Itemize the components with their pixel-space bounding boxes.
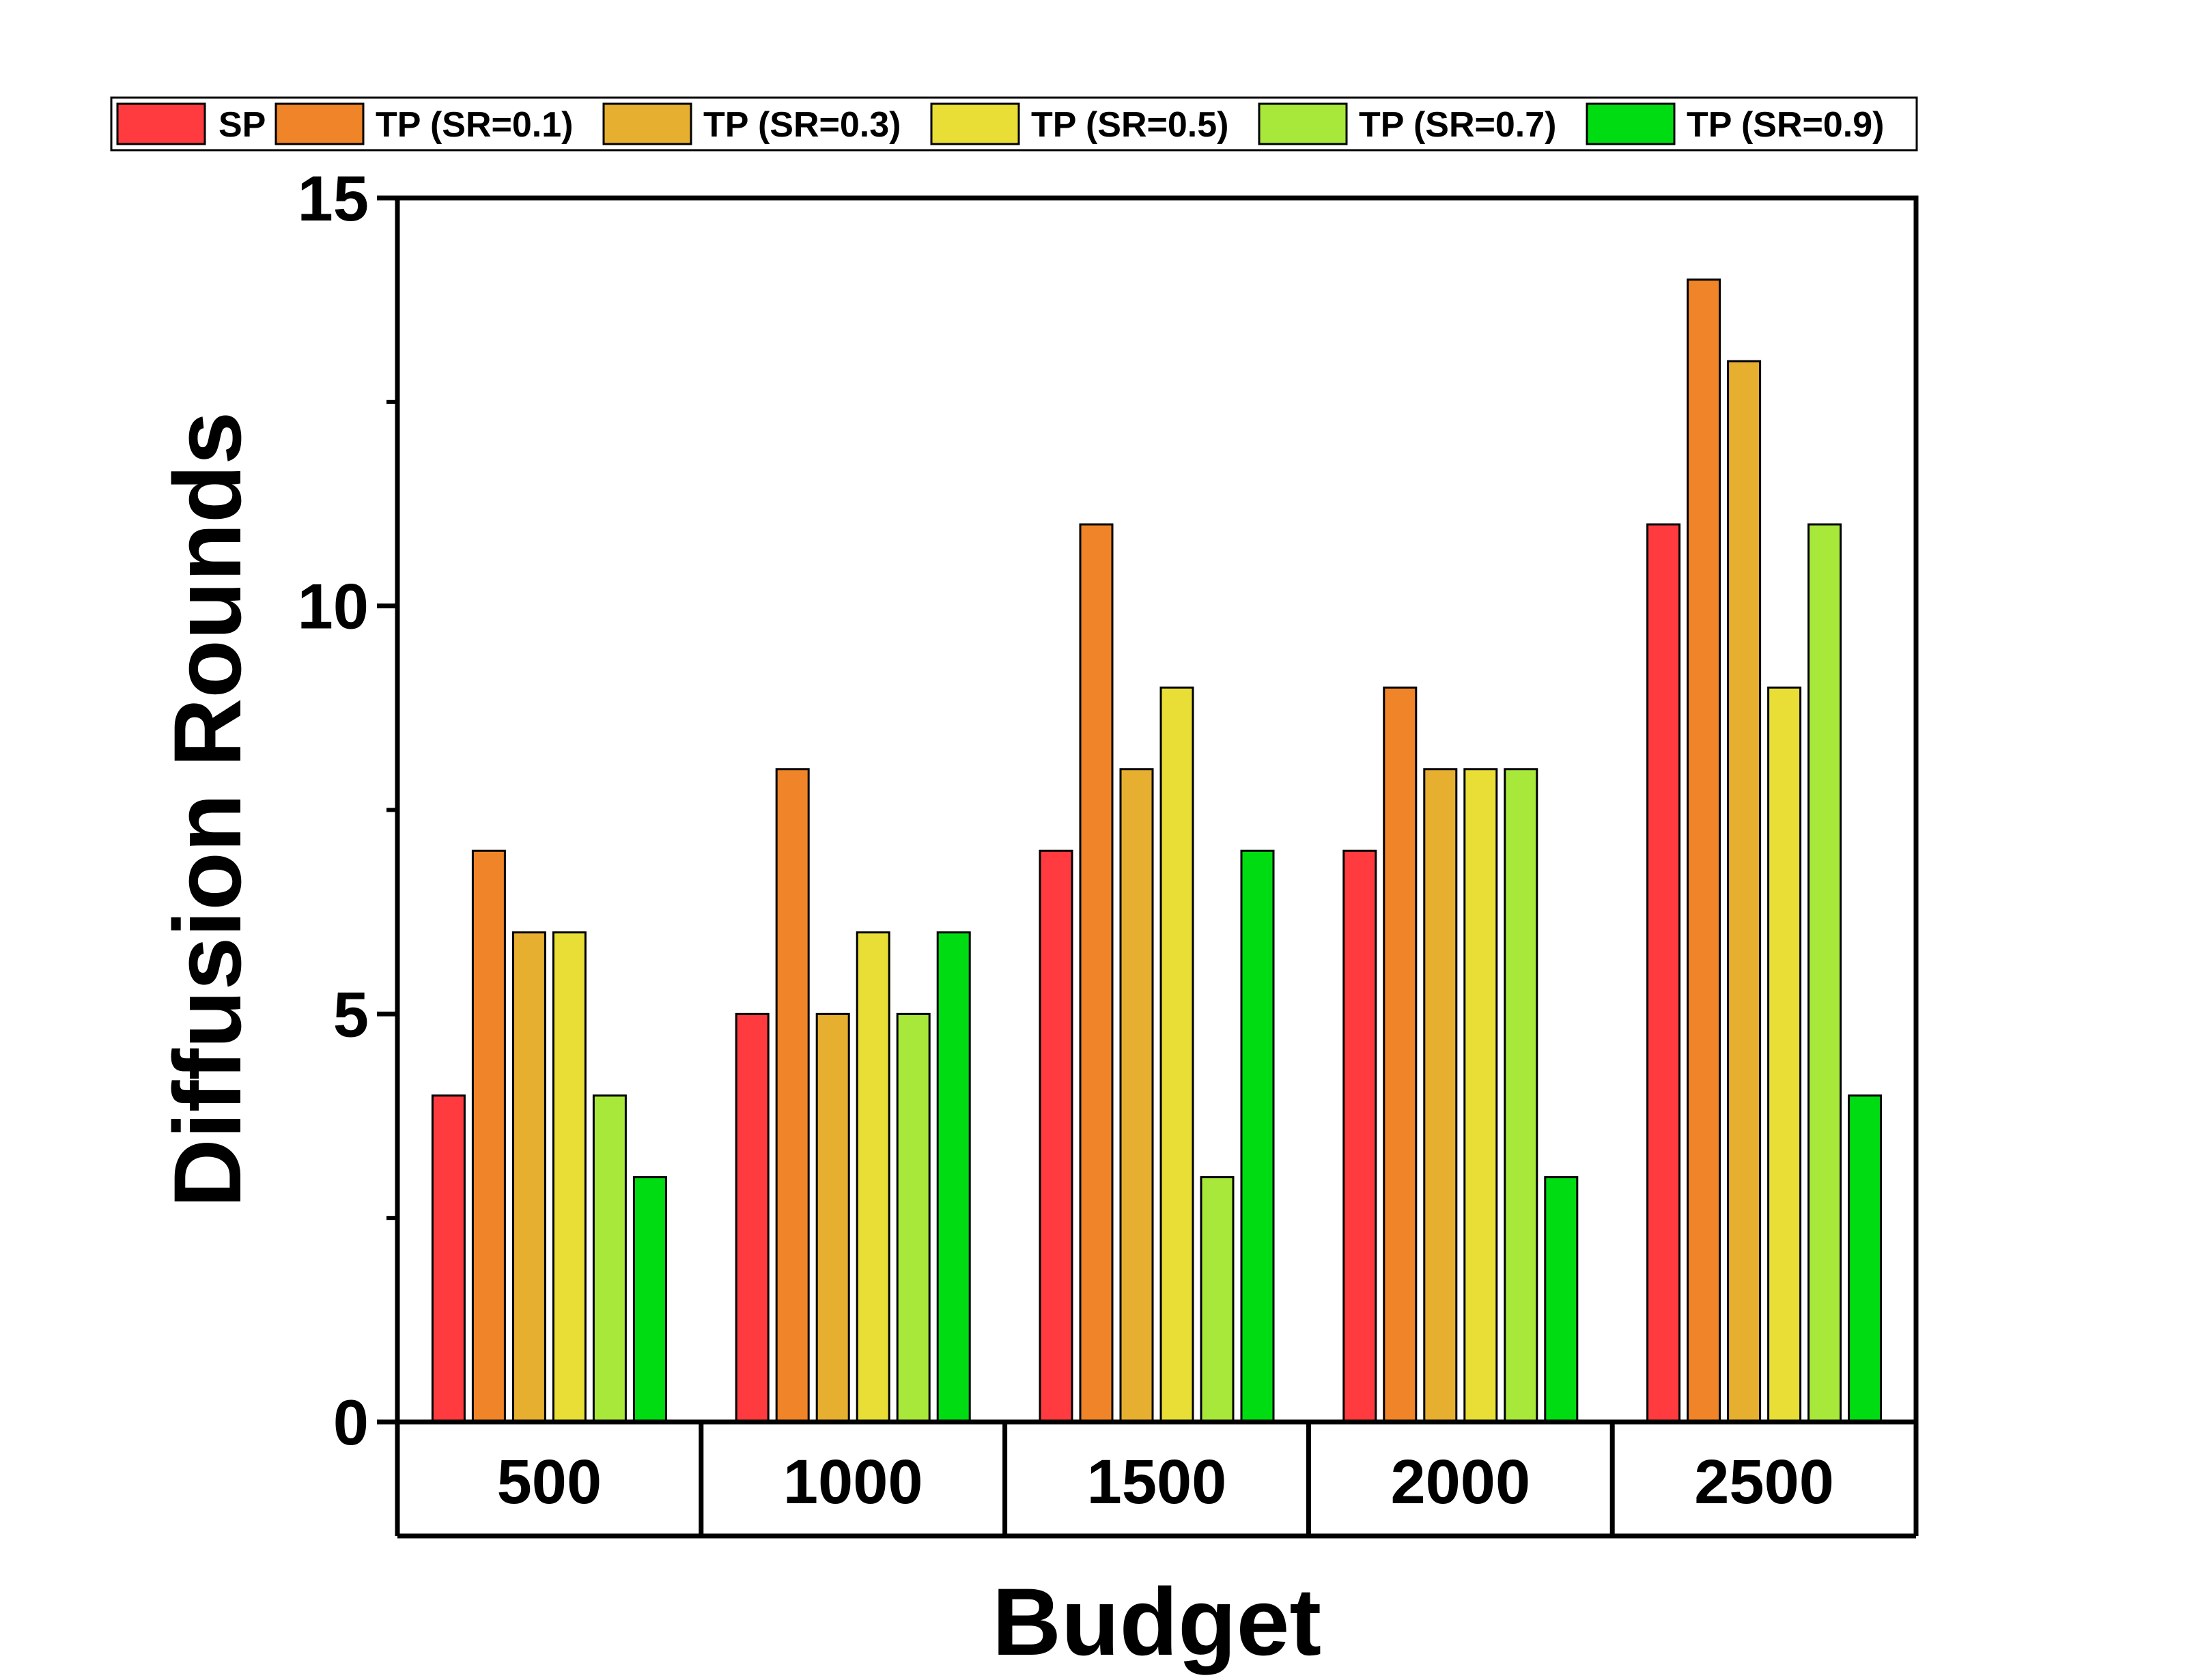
legend-swatch <box>116 102 206 145</box>
legend-label: TP (SR=0.7) <box>1359 105 1556 145</box>
legend-swatch <box>1258 102 1348 145</box>
bar <box>1504 768 1538 1423</box>
bar <box>592 1094 627 1423</box>
x-tick-label: 2000 <box>1390 1447 1530 1517</box>
x-axis-title: Budget <box>992 1568 1321 1675</box>
bar <box>1807 523 1842 1423</box>
legend-swatch <box>602 102 692 145</box>
legend-swatch <box>274 102 365 145</box>
bar <box>896 1012 931 1423</box>
bar <box>1544 1176 1579 1423</box>
bar <box>1119 768 1154 1423</box>
legend-swatch <box>930 102 1020 145</box>
bar <box>1079 523 1114 1423</box>
x-tick-label: 1500 <box>1087 1447 1227 1517</box>
bar <box>632 1176 667 1423</box>
legend-swatch <box>1586 102 1676 145</box>
y-tick-label: 15 <box>297 162 369 234</box>
bar <box>1200 1176 1235 1423</box>
bar <box>1463 768 1498 1423</box>
y-tick-label: 10 <box>297 571 369 642</box>
bar <box>1039 849 1073 1423</box>
x-axis: 500 1000 1500 2000 2500 <box>395 1422 1919 1539</box>
bar <box>775 768 810 1423</box>
bar <box>1687 279 1721 1423</box>
legend-label: TP (SR=0.3) <box>703 105 901 145</box>
bar <box>856 931 890 1423</box>
legend: SP TP (SR=0.1) TP (SR=0.3) TP (SR=0.5) TP (S… <box>110 96 1918 152</box>
bar <box>815 1012 850 1423</box>
legend-label: TP (SR=0.5) <box>1031 105 1228 145</box>
bar <box>1159 686 1194 1423</box>
legend-label: TP (SR=0.9) <box>1687 105 1884 145</box>
x-tick-label: 1000 <box>783 1447 923 1517</box>
bar <box>1767 686 1802 1423</box>
y-axis-title: Diffusion Rounds <box>154 412 261 1208</box>
legend-label: TP (SR=0.1) <box>376 105 573 145</box>
x-tick-label: 2500 <box>1694 1447 1834 1517</box>
bar <box>1342 849 1377 1423</box>
legend-label: SP <box>219 105 266 145</box>
bar <box>1423 768 1458 1423</box>
bar <box>511 931 546 1423</box>
bar <box>471 849 506 1423</box>
bar <box>735 1012 770 1423</box>
bar <box>1646 523 1681 1423</box>
bar <box>1383 686 1418 1423</box>
x-tick-label: 500 <box>497 1447 602 1517</box>
bar <box>1240 849 1275 1423</box>
y-axis: 0 5 10 15 <box>297 162 397 1458</box>
bar <box>1848 1094 1883 1423</box>
bar <box>1727 360 1762 1423</box>
y-tick-label: 0 <box>333 1386 369 1458</box>
bars <box>431 279 1883 1423</box>
y-tick-label: 5 <box>333 978 369 1050</box>
bar <box>936 931 971 1423</box>
bar <box>431 1094 466 1423</box>
bar <box>552 931 587 1423</box>
